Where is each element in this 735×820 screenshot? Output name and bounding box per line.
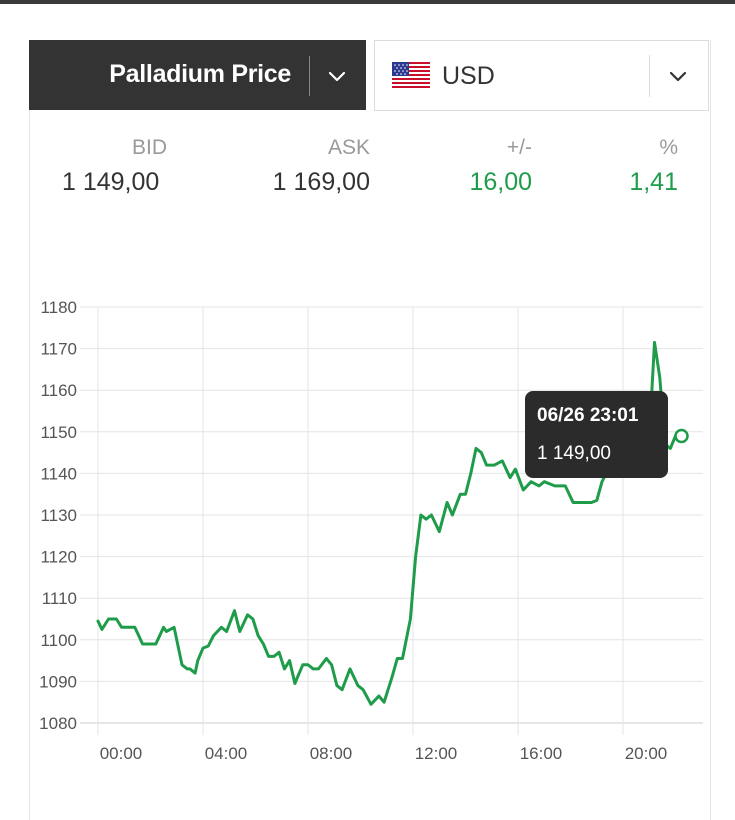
tooltip-title: 06/26 23:01 xyxy=(537,405,639,426)
change-block: +/- 16,00 xyxy=(452,136,532,206)
y-tick-label: 1110 xyxy=(42,589,77,608)
y-tick-label: 1130 xyxy=(40,506,77,525)
chevron-down-icon[interactable] xyxy=(666,64,690,88)
y-tick-label: 1120 xyxy=(40,548,77,567)
top-divider xyxy=(0,0,735,4)
chart-grid xyxy=(80,306,703,735)
tooltip-background xyxy=(525,391,668,478)
ask-label: ASK xyxy=(327,136,370,159)
metal-select-divider xyxy=(309,56,310,96)
y-axis-ticks: 1080 1090 1100 1110 1120 1130 1140 1150 1160 1170… xyxy=(39,298,77,733)
currency-select-divider xyxy=(649,55,650,97)
tooltip-value: 1 149,00 xyxy=(537,443,611,464)
x-tick-label: 04:00 xyxy=(205,744,248,763)
change-value: 16,00 xyxy=(469,168,532,196)
y-tick-label: 1140 xyxy=(40,464,77,483)
x-tick-label: 00:00 xyxy=(100,744,143,763)
ask-block: ASK 1 169,00 xyxy=(262,136,370,206)
change-label: +/- xyxy=(506,136,532,159)
y-tick-label: 1160 xyxy=(40,381,77,400)
currency-select-label: USD xyxy=(442,62,495,90)
metal-select-label: Palladium Price xyxy=(109,60,291,88)
x-tick-label: 16:00 xyxy=(520,744,563,763)
percent-value: 1,41 xyxy=(629,168,678,196)
x-tick-label: 12:00 xyxy=(415,744,458,763)
y-tick-label: 1090 xyxy=(39,672,77,691)
hover-point-marker xyxy=(674,428,689,444)
bid-label: BID xyxy=(131,136,167,159)
y-tick-label: 1170 xyxy=(40,340,77,359)
y-tick-label: 1150 xyxy=(40,423,77,442)
currency-select[interactable]: USD xyxy=(374,40,709,111)
ask-value: 1 169,00 xyxy=(272,168,370,196)
chevron-down-icon[interactable] xyxy=(325,64,349,88)
chart-tooltip: 06/26 23:01 1 149,00 xyxy=(525,391,668,478)
x-tick-label: 20:00 xyxy=(625,744,668,763)
x-tick-label: 08:00 xyxy=(310,744,353,763)
x-axis-ticks: 00:00 04:00 08:00 12:00 16:00 20:00 xyxy=(100,744,668,763)
y-tick-label: 1180 xyxy=(40,298,77,317)
metal-select[interactable]: Palladium Price xyxy=(29,40,366,110)
price-series-line xyxy=(96,340,677,706)
bid-value: 1 149,00 xyxy=(62,168,160,196)
percent-label: % xyxy=(659,136,678,159)
price-chart[interactable]: 1080 1090 1100 1110 1120 1130 1140 1150 1160 1170… xyxy=(0,0,735,800)
y-tick-label: 1080 xyxy=(39,714,77,733)
us-flag-icon xyxy=(392,62,430,88)
y-tick-label: 1100 xyxy=(40,631,77,650)
bid-block: BID 1 149,00 xyxy=(62,136,167,206)
percent-block: % 1,41 xyxy=(598,136,678,206)
